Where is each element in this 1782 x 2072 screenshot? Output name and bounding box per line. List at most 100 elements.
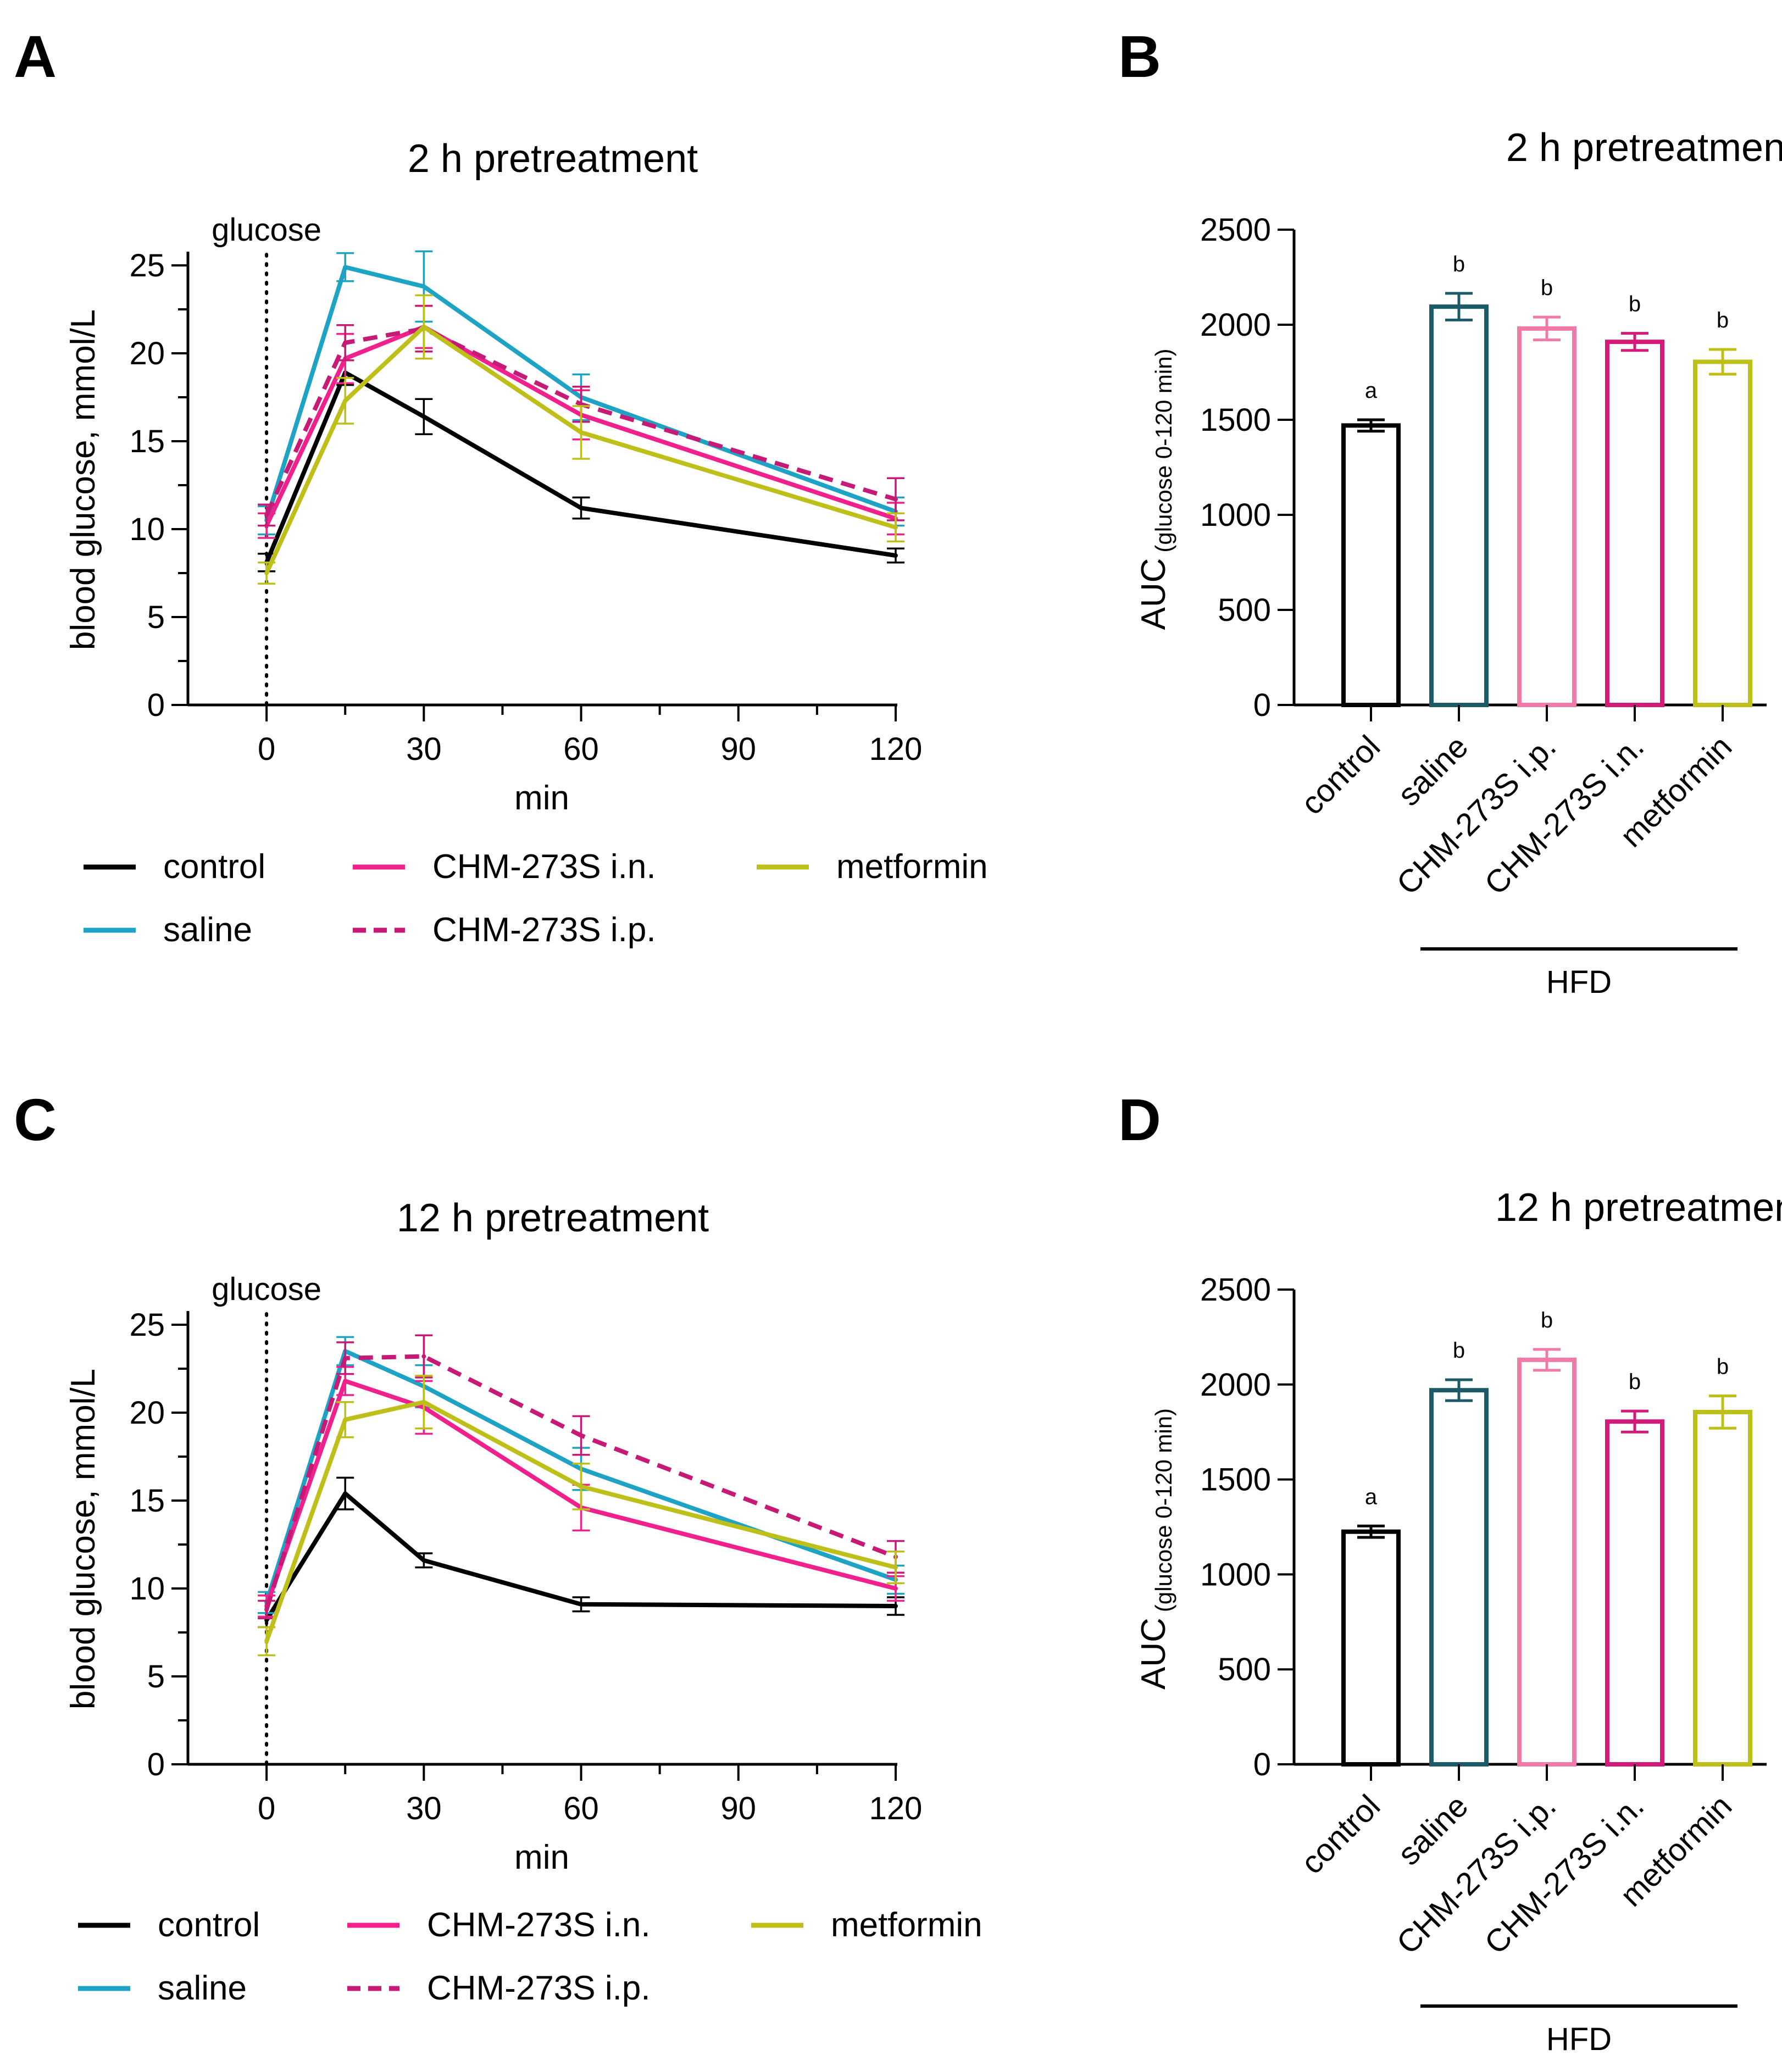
data-point (893, 497, 898, 502)
bar (1693, 359, 1752, 707)
legend-label-saline: saline (158, 1969, 247, 2007)
glucose-annotation: glucose (212, 1271, 321, 1307)
data-point (893, 1604, 898, 1608)
legend-label-chm-273s-i-n: CHM-273S i.n. (427, 1906, 651, 1944)
y-tick-label: 0 (1253, 687, 1271, 723)
data-point (421, 325, 426, 329)
y-axis-label-sub: (glucose 0-120 min) (1151, 348, 1176, 552)
chart-title: 2 h pretreatment (408, 137, 698, 181)
data-point (421, 1354, 426, 1359)
bar (1429, 1388, 1489, 1767)
y-axis-label-sub: (glucose 0-120 min) (1151, 1408, 1176, 1612)
x-tick-label: 0 (258, 1791, 275, 1826)
data-point (579, 1484, 584, 1489)
y-tick-label: 1000 (1200, 1557, 1271, 1592)
y-tick-label: 2500 (1200, 1272, 1271, 1308)
data-point (421, 414, 426, 419)
y-tick-label: 0 (147, 687, 165, 723)
x-tick-label: 0 (258, 731, 275, 767)
data-point (264, 571, 269, 575)
data-point (579, 505, 584, 510)
y-tick-label: 25 (129, 248, 165, 284)
y-axis-label-main: AUC (1135, 558, 1173, 630)
y-tick-label: 25 (129, 1307, 165, 1343)
x-tick-label: CHM-273S i.p. (1390, 1788, 1563, 1961)
legend-label-chm-273s-i-p: CHM-273S i.p. (427, 1969, 651, 2007)
x-tick-label: 30 (406, 731, 442, 767)
significance-letter: b (1629, 292, 1641, 316)
data-point (893, 553, 898, 558)
y-tick-label: 1000 (1200, 497, 1271, 533)
bar (1517, 1357, 1576, 1767)
y-tick-label: 10 (129, 512, 165, 547)
legend: control saline CHM-273S i.n. CHM-273S i.p. m… (78, 1906, 982, 2007)
chart-title: 12 h pretreatment (1495, 1186, 1782, 1230)
legend-label-control: control (158, 1906, 260, 1944)
x-tick-label: 90 (721, 731, 757, 767)
bar (1341, 423, 1401, 707)
data-point (421, 1399, 426, 1404)
y-tick-label: 2000 (1200, 1367, 1271, 1403)
bar-metformin: b (1693, 1355, 1752, 1767)
data-point (343, 1379, 348, 1384)
bar-chm-273s-i-p: b (1517, 1308, 1576, 1767)
x-tick-label: control (1294, 1788, 1387, 1881)
y-tick-label: 1500 (1200, 402, 1271, 438)
x-tick-label: saline (1391, 729, 1475, 813)
bar (1605, 340, 1664, 707)
bar-saline: b (1429, 1338, 1489, 1767)
group-label: HFD (1546, 2021, 1612, 2057)
significance-letter: b (1629, 1370, 1641, 1394)
x-tick-label: CHM-273S i.n. (1478, 729, 1651, 902)
y-tick-label: 10 (129, 1571, 165, 1607)
line-chart-12h: 12 h pretreatment 0 5 10 15 20 25 0 30 60 90 120 min… (64, 1196, 982, 2007)
panel-letter-d: D (1118, 1086, 1161, 1153)
significance-letter: b (1541, 1308, 1553, 1332)
bar-chm-273s-i-n: b (1605, 1370, 1664, 1767)
x-tick-label: CHM-273S i.n. (1478, 1788, 1651, 1961)
data-point (579, 1433, 584, 1438)
bar (1517, 326, 1576, 707)
legend-label-chm-273s-i-p: CHM-273S i.p. (432, 911, 656, 949)
data-point (893, 1586, 898, 1591)
data-point (343, 265, 348, 270)
series-line (264, 1354, 897, 1610)
bar-control: a (1341, 1485, 1401, 1767)
x-axis-label: min (514, 1838, 569, 1876)
data-point (893, 525, 898, 530)
data-point (343, 1417, 348, 1422)
bar (1605, 1419, 1664, 1767)
data-point (421, 1558, 426, 1563)
x-axis-label: min (514, 779, 569, 817)
x-tick-label: 120 (869, 1791, 923, 1826)
data-point (893, 1565, 898, 1570)
chart-title: 12 h pretreatment (397, 1196, 709, 1240)
data-point (421, 284, 426, 289)
y-tick-label: 500 (1218, 1652, 1271, 1687)
data-point (343, 1491, 348, 1496)
panel-letter-c: C (14, 1086, 57, 1153)
bar (1693, 1409, 1752, 1767)
x-tick-label: CHM-273S i.p. (1390, 729, 1563, 902)
legend-label-metformin: metformin (836, 848, 988, 886)
y-tick-label: 500 (1218, 592, 1271, 628)
data-point (579, 430, 584, 435)
glucose-annotation: glucose (212, 212, 321, 248)
data-point (264, 1639, 269, 1643)
y-axis-label: AUC (glucose 0-120 min) (1135, 1408, 1176, 1690)
legend-label-metformin: metformin (831, 1906, 982, 1944)
x-tick-label: 60 (563, 1791, 599, 1826)
y-tick-label: 5 (147, 1659, 165, 1695)
data-point (264, 1607, 269, 1612)
significance-letter: b (1453, 1338, 1465, 1363)
data-point (579, 1602, 584, 1607)
y-tick-label: 20 (129, 1395, 165, 1431)
bar-chart-12h: 12 h pretreatment 0 500 1000 1500 2000 2500 AUC… (1135, 1186, 1782, 2057)
data-point (343, 1356, 348, 1360)
data-point (343, 398, 348, 403)
y-tick-label: 2000 (1200, 307, 1271, 343)
chart-title: 2 h pretreatment (1506, 126, 1782, 170)
significance-letter: a (1365, 379, 1378, 403)
y-tick-label: 15 (129, 424, 165, 459)
